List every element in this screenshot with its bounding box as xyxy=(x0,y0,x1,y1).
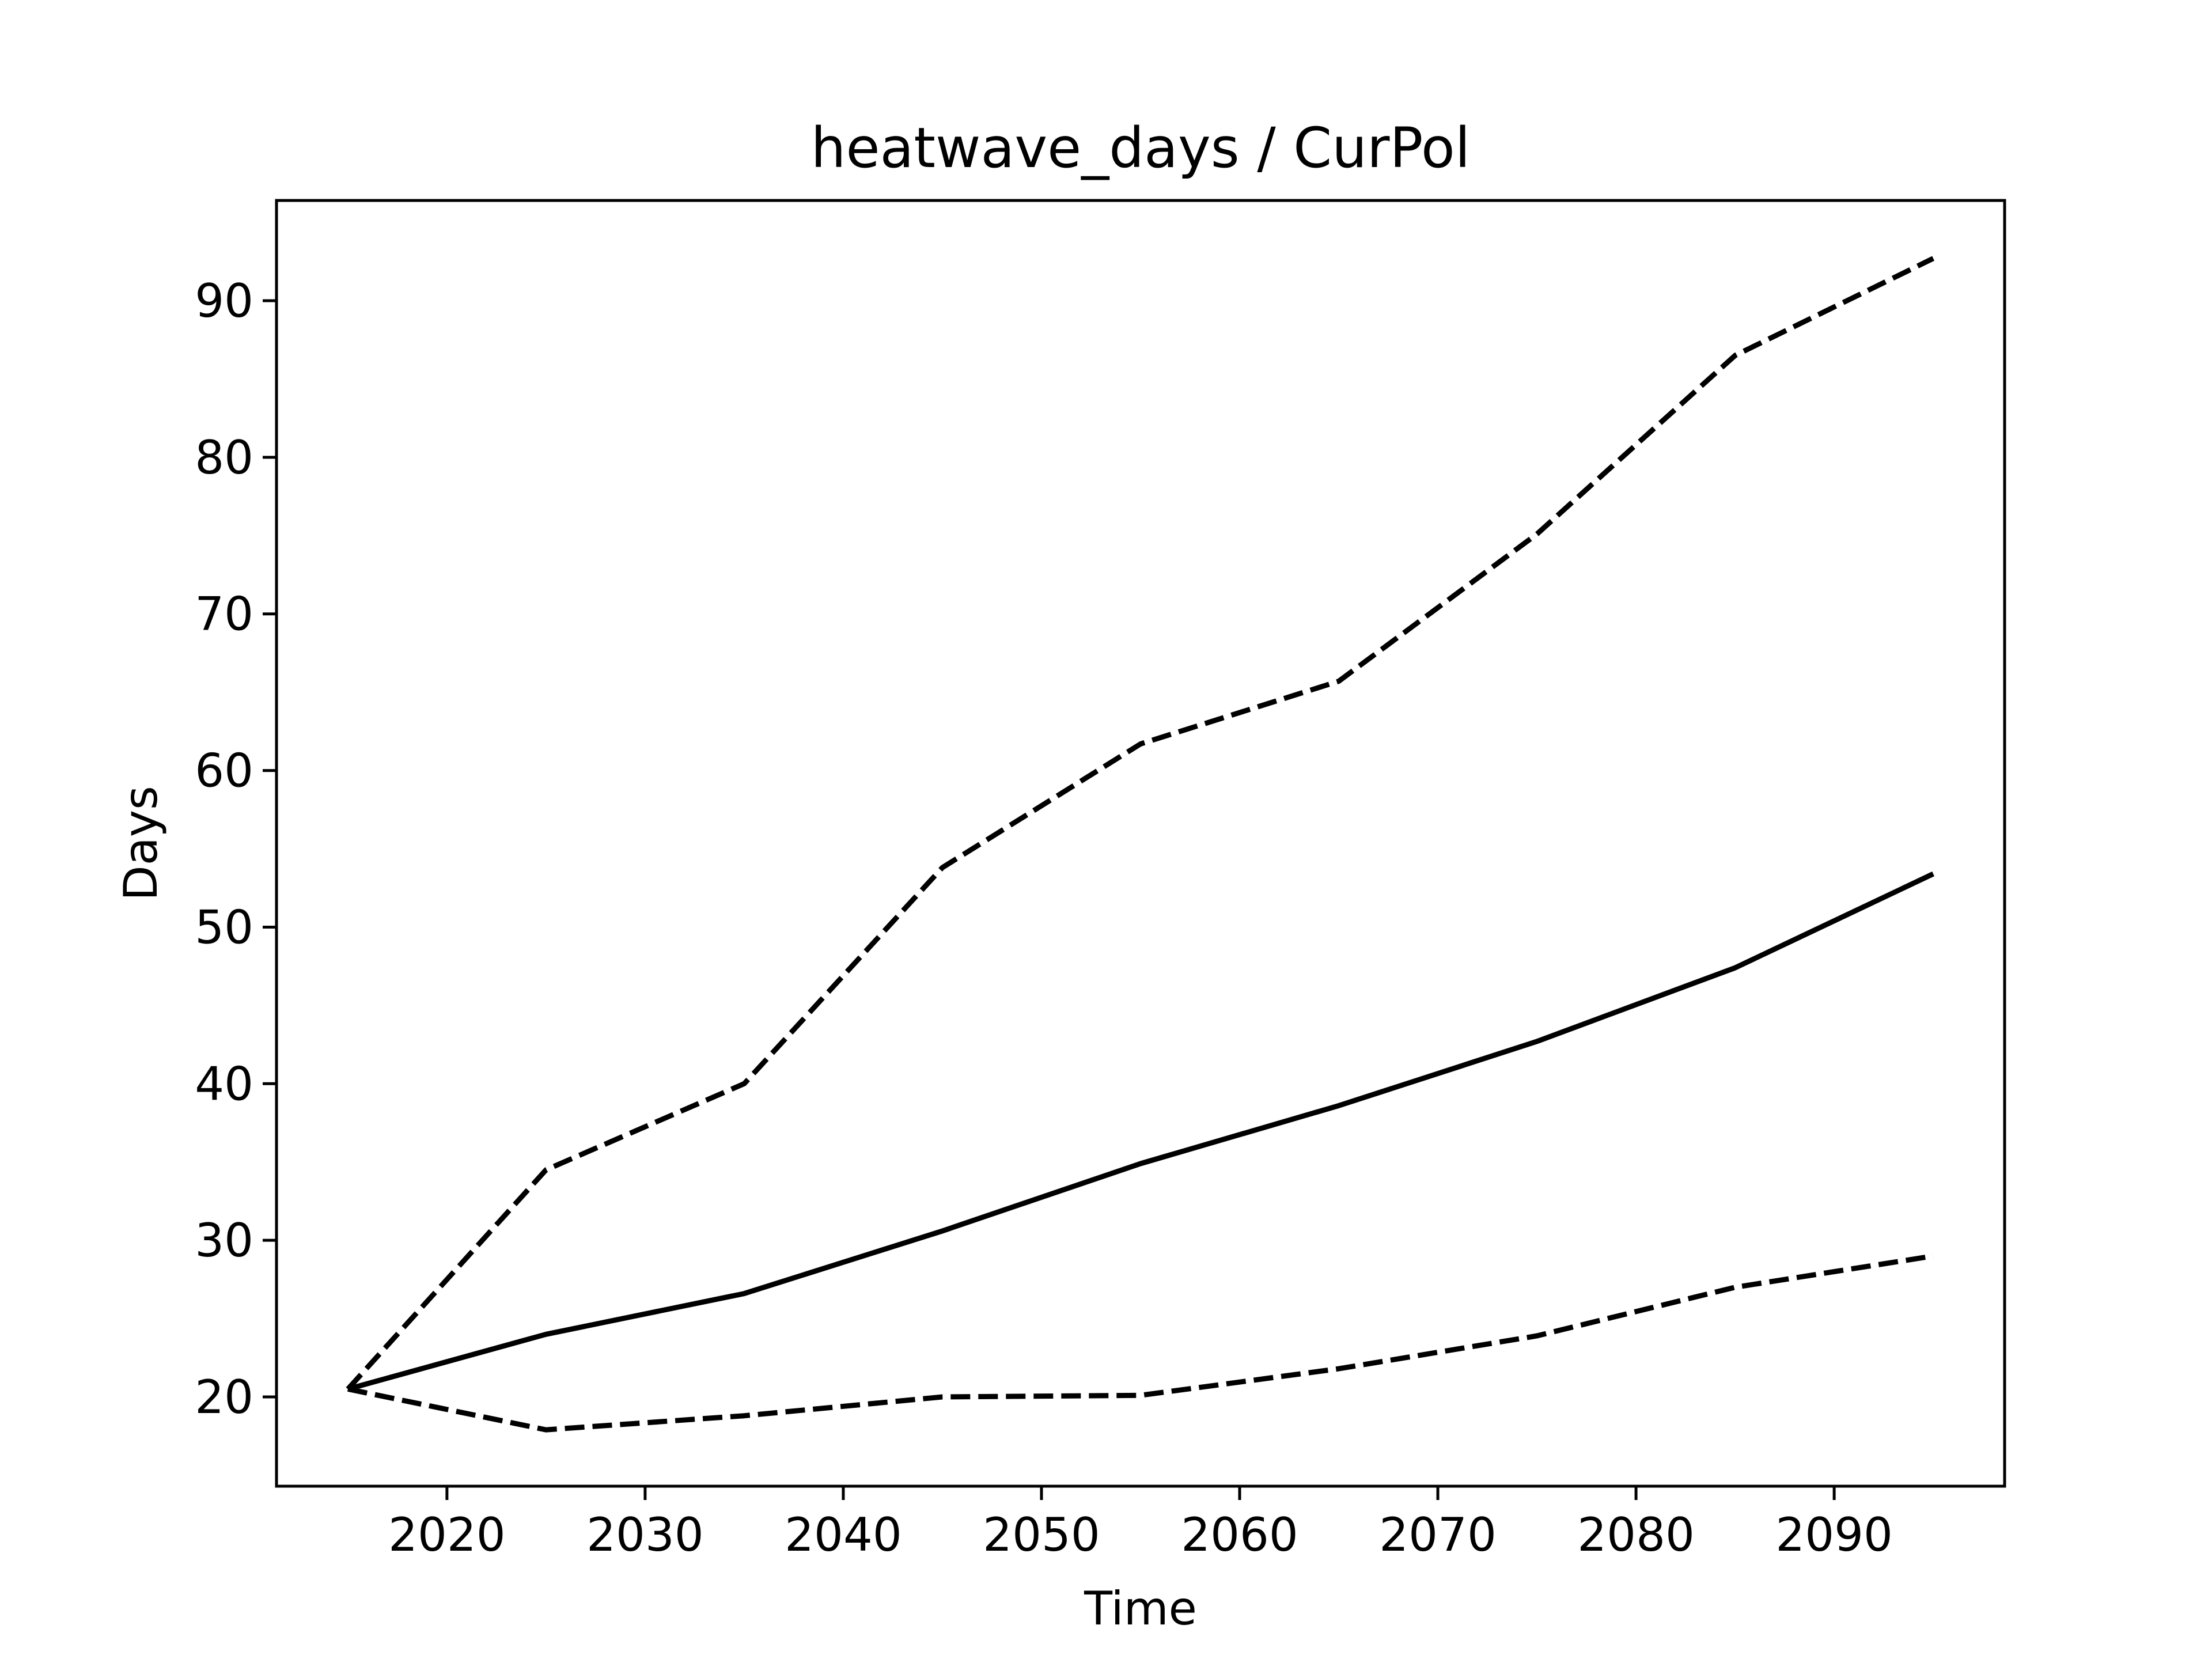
series-line-2-solid xyxy=(347,871,1935,1392)
series-layer xyxy=(346,256,1935,1433)
x-tick-label: 2030 xyxy=(586,1508,704,1562)
y-tick-label: 20 xyxy=(195,1370,253,1424)
y-tick-label: 60 xyxy=(195,744,253,798)
y-tick-label: 70 xyxy=(195,588,253,641)
y-tick-label: 50 xyxy=(195,900,253,954)
x-tick-label: 2070 xyxy=(1379,1508,1497,1562)
y-tick-label: 40 xyxy=(195,1057,253,1111)
x-tick-label: 2020 xyxy=(388,1508,506,1562)
y-tick-label: 30 xyxy=(195,1214,253,1267)
y-axis: 20 30 40 50 60 70 80 90 xyxy=(195,274,276,1424)
y-axis-label: Days xyxy=(114,786,168,901)
series-line-3-dashed xyxy=(347,1253,1934,1433)
y-tick-label: 90 xyxy=(195,274,253,328)
plot-frame xyxy=(275,199,2006,1488)
x-axis: 2020 2030 2040 2050 2060 2070 2080 2090 xyxy=(388,1486,1893,1562)
x-tick-label: 2060 xyxy=(1181,1508,1298,1562)
x-tick-label: 2050 xyxy=(983,1508,1100,1562)
series-line-1-dashed xyxy=(346,256,1935,1391)
x-axis-label: Time xyxy=(1084,1582,1197,1635)
y-tick-label: 80 xyxy=(195,431,253,484)
chart-title: heatwave_days / CurPol xyxy=(811,116,1471,180)
x-tick-label: 2080 xyxy=(1577,1508,1695,1562)
x-tick-label: 2040 xyxy=(785,1508,902,1562)
x-tick-label: 2090 xyxy=(1775,1508,1893,1562)
